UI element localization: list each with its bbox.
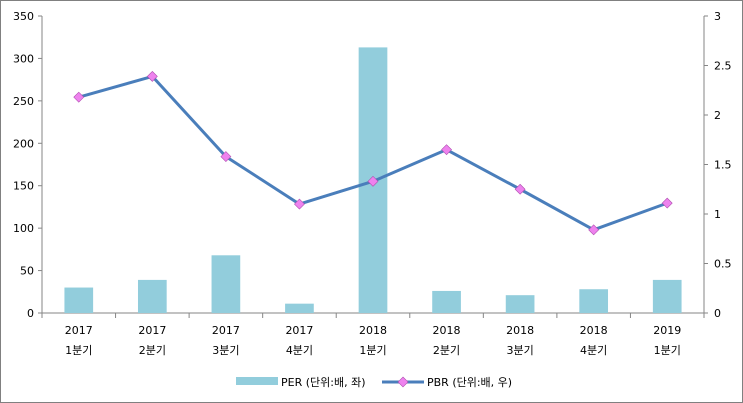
legend-pbr-label: PBR (단위:배, 우) [427,376,512,389]
x-tick-label-quarter: 4분기 [286,344,313,357]
pbr-point [220,151,232,163]
y-right-tick-label: 1.5 [714,159,732,172]
per-bar [579,289,609,313]
pbr-point [661,197,673,209]
legend-pbr-marker [397,376,409,388]
per-bar [64,287,94,313]
x-tick-label-year: 2018 [359,324,387,337]
per-bar [505,295,535,313]
y-right-tick-label: 2 [714,109,721,122]
x-tick-label-year: 2018 [506,324,534,337]
pbr-line [73,70,673,236]
y-left-tick-label: 250 [13,95,34,108]
x-tick-label-year: 2018 [433,324,461,337]
x-tick-label-year: 2017 [212,324,240,337]
y-left-tick-label: 0 [27,307,34,320]
x-tick-label-year: 2019 [653,324,681,337]
y-left-tick-label: 200 [13,137,34,150]
legend-per-label: PER (단위:배, 좌) [281,376,366,389]
x-tick-label-quarter: 2분기 [139,344,166,357]
x-tick-label-quarter: 1분기 [654,344,681,357]
pbr-point [146,70,158,82]
x-tick-label-year: 2018 [580,324,608,337]
y-right-tick-label: 3 [714,10,721,23]
y-left-tick-label: 150 [13,180,34,193]
y-left-tick-label: 300 [13,52,34,65]
legend: PER (단위:배, 좌) PBR (단위:배, 우) [236,376,512,389]
x-tick-label-quarter: 1분기 [359,344,386,357]
y-left-tick-label: 350 [13,10,34,23]
legend-per-swatch [236,377,278,385]
pbr-point [73,91,85,103]
y-right-tick-label: 0 [714,307,721,320]
x-tick-label-year: 2017 [138,324,166,337]
y-right-tick-label: 0.5 [714,258,732,271]
y-left-tick-label: 50 [20,265,34,278]
pbr-point [441,144,452,156]
x-tick-label-quarter: 3분기 [212,344,239,357]
per-bar [211,255,241,313]
per-bar [137,279,167,313]
pbr-point [588,224,600,236]
y-right-tick-label: 2.5 [714,60,732,73]
x-tick-label-quarter: 4분기 [580,344,607,357]
x-tick-label-quarter: 3분기 [506,344,533,357]
pbr-point [514,183,526,195]
y-left-tick-label: 100 [13,222,34,235]
y-axis-left-labels: 0 50 100 150 200 250 300 350 [13,10,34,320]
per-bar [432,290,461,313]
x-axis-labels: 2017 1분기 2017 2분기 2017 3분기 2017 4분기 2018 1분기 2018 2… [65,324,681,357]
x-tick-label-year: 2017 [65,324,93,337]
per-bar [285,303,314,313]
x-tick-label-quarter: 1분기 [65,344,92,357]
pbr-point [294,198,305,210]
per-bar [652,279,682,313]
x-tick-label-year: 2017 [285,324,313,337]
per-bars [64,47,682,313]
x-tick-label-quarter: 2분기 [433,344,460,357]
pbr-point [367,175,379,187]
y-right-tick-label: 1 [714,208,721,221]
y-axis-right-labels: 0 0.5 1 1.5 2 2.5 3 [714,10,732,320]
